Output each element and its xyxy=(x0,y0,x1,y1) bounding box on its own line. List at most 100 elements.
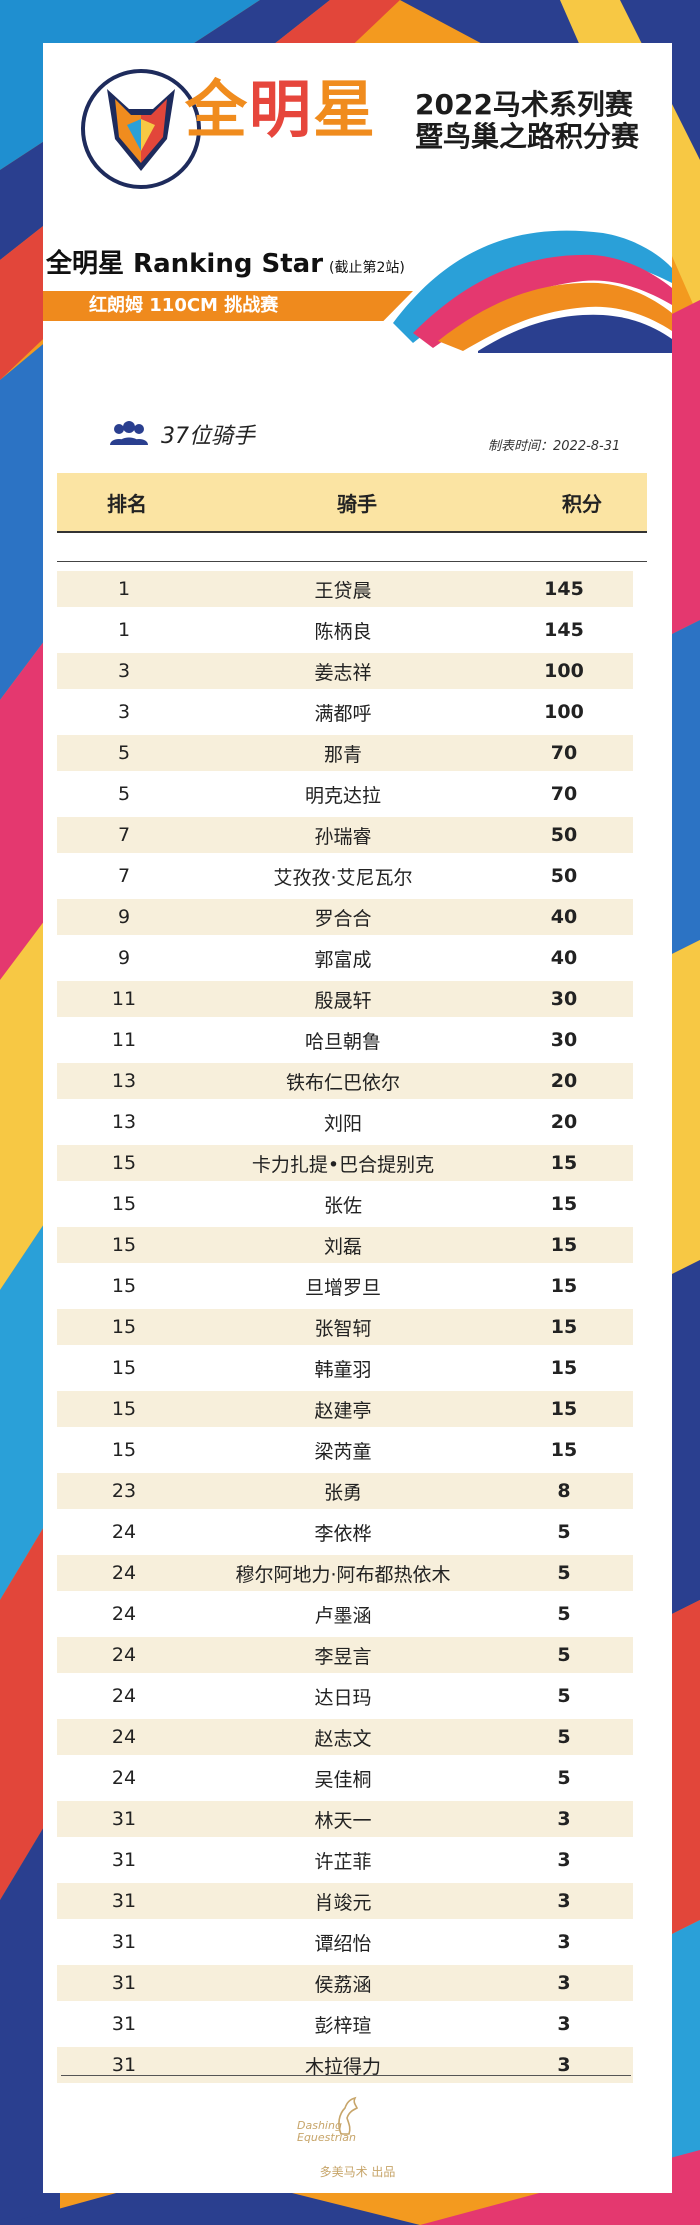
rank-cell: 3 xyxy=(117,660,131,682)
table-row: 24 李昱言 5 xyxy=(57,1637,633,1673)
dashing-equestrian-logo: Dashing Equestrian xyxy=(297,2096,375,2156)
points-cell: 30 xyxy=(550,1029,578,1051)
rank-cell: 15 xyxy=(111,1193,137,1215)
rank-cell: 15 xyxy=(111,1398,137,1420)
table-row: 5 明克达拉 70 xyxy=(57,776,633,812)
points-cell: 15 xyxy=(550,1234,578,1256)
brand-wordmark: 全明星 xyxy=(185,79,377,141)
rank-cell: 24 xyxy=(111,1521,137,1543)
points-cell: 3 xyxy=(557,1808,571,1830)
rank-cell: 15 xyxy=(111,1275,137,1297)
rank-cell: 11 xyxy=(111,1029,137,1051)
table-row: 31 许芷菲 3 xyxy=(57,1842,633,1878)
table-row: 15 卡力扎提•巴合提别克 15 xyxy=(57,1145,633,1181)
rider-cell: 木拉得力 xyxy=(304,2055,381,2078)
points-cell: 15 xyxy=(550,1316,578,1338)
points-cell: 15 xyxy=(550,1152,578,1174)
table-row: 1 陈柄良 145 xyxy=(57,612,633,648)
decorative-wave xyxy=(393,230,672,353)
table-row: 24 达日玛 5 xyxy=(57,1678,633,1714)
points-cell: 5 xyxy=(557,1767,571,1789)
table-row: 15 韩童羽 15 xyxy=(57,1350,633,1386)
rider-cell: 卡力扎提•巴合提别克 xyxy=(251,1153,435,1176)
rank-cell: 31 xyxy=(111,1849,137,1871)
rider-cell: 郭富成 xyxy=(314,948,372,971)
rank-cell: 9 xyxy=(117,947,131,969)
rider-cell: 哈旦朝鲁 xyxy=(304,1030,381,1053)
points-cell: 3 xyxy=(557,1890,571,1912)
rider-cell: 李依桦 xyxy=(314,1522,372,1545)
rider-cell: 陈柄良 xyxy=(314,620,372,643)
rider-cell: 肖竣元 xyxy=(314,1891,372,1914)
rider-cell: 穆尔阿地力·阿布都热依木 xyxy=(235,1563,451,1586)
rider-cell: 罗合合 xyxy=(314,907,372,930)
header-rider: 骑手 xyxy=(337,491,377,516)
brand-char-3: 星 xyxy=(313,73,378,146)
table-row: 15 赵建亭 15 xyxy=(57,1391,633,1427)
points-cell: 3 xyxy=(557,2013,571,2035)
rider-cell: 达日玛 xyxy=(314,1686,372,1709)
header-rank: 排名 xyxy=(107,491,147,516)
points-cell: 145 xyxy=(544,619,584,641)
table-row: 13 铁布仁巴依尔 20 xyxy=(57,1063,633,1099)
table-row: 11 哈旦朝鲁 30 xyxy=(57,1022,633,1058)
table-row: 15 梁芮童 15 xyxy=(57,1432,633,1468)
series-subtitle: 2022马术系列赛 暨鸟巢之路积分赛 xyxy=(415,88,665,154)
points-cell: 145 xyxy=(544,578,584,600)
rank-cell: 31 xyxy=(111,1931,137,1953)
rider-count: 37位骑手 xyxy=(107,418,255,450)
rank-cell: 7 xyxy=(117,824,131,846)
rider-cell: 赵建亭 xyxy=(314,1399,372,1422)
rank-cell: 15 xyxy=(111,1234,137,1256)
rider-cell: 刘磊 xyxy=(323,1235,362,1258)
rider-cell: 张勇 xyxy=(323,1481,362,1504)
subtitle-line-2: 暨鸟巢之路积分赛 xyxy=(415,120,640,154)
points-cell: 50 xyxy=(550,824,578,846)
points-cell: 40 xyxy=(550,906,578,928)
rank-cell: 31 xyxy=(111,1972,137,1994)
points-cell: 15 xyxy=(550,1275,578,1297)
points-cell: 70 xyxy=(550,742,578,764)
points-cell: 3 xyxy=(557,1931,571,1953)
rider-cell: 张智轲 xyxy=(314,1317,372,1340)
rank-cell: 24 xyxy=(111,1767,137,1789)
subtitle-line-1: 2022马术系列赛 xyxy=(415,88,633,121)
ranking-note: (截止第2站) xyxy=(329,260,405,276)
rank-cell: 24 xyxy=(111,1644,137,1666)
rank-cell: 31 xyxy=(111,1890,137,1912)
points-cell: 50 xyxy=(550,865,578,887)
points-cell: 3 xyxy=(557,2054,571,2076)
rider-cell: 殷晟轩 xyxy=(314,989,372,1012)
points-cell: 20 xyxy=(550,1070,578,1092)
points-cell: 70 xyxy=(550,783,578,805)
rider-cell: 明克达拉 xyxy=(304,784,381,807)
rank-cell: 5 xyxy=(117,783,131,805)
rank-cell: 24 xyxy=(111,1726,137,1748)
points-cell: 3 xyxy=(557,1849,571,1871)
table-row: 15 旦增罗旦 15 xyxy=(57,1268,633,1304)
table-row: 15 刘磊 15 xyxy=(57,1227,633,1263)
rider-cell: 林天一 xyxy=(314,1809,372,1832)
points-cell: 5 xyxy=(557,1685,571,1707)
rank-cell: 15 xyxy=(111,1439,137,1461)
brand-char-1: 全 xyxy=(185,73,250,146)
table-row: 11 殷晟轩 30 xyxy=(57,981,633,1017)
rank-cell: 24 xyxy=(111,1603,137,1625)
logo-text-1: Dashing xyxy=(297,2119,342,2132)
table-row: 3 姜志祥 100 xyxy=(57,653,633,689)
rank-cell: 15 xyxy=(111,1316,137,1338)
rank-cell: 31 xyxy=(111,2054,137,2076)
points-cell: 5 xyxy=(557,1603,571,1625)
rider-cell: 赵志文 xyxy=(314,1727,372,1750)
table-row: 15 张智轲 15 xyxy=(57,1309,633,1345)
table-row: 13 刘阳 20 xyxy=(57,1104,633,1140)
rider-cell: 吴佳桐 xyxy=(314,1768,372,1791)
all-star-logo xyxy=(81,69,201,189)
points-cell: 15 xyxy=(550,1193,578,1215)
rank-cell: 1 xyxy=(117,578,131,600)
points-cell: 5 xyxy=(557,1521,571,1543)
points-cell: 8 xyxy=(557,1480,571,1502)
table-row: 24 吴佳桐 5 xyxy=(57,1760,633,1796)
rider-cell: 刘阳 xyxy=(323,1112,362,1135)
rank-cell: 13 xyxy=(111,1111,137,1133)
